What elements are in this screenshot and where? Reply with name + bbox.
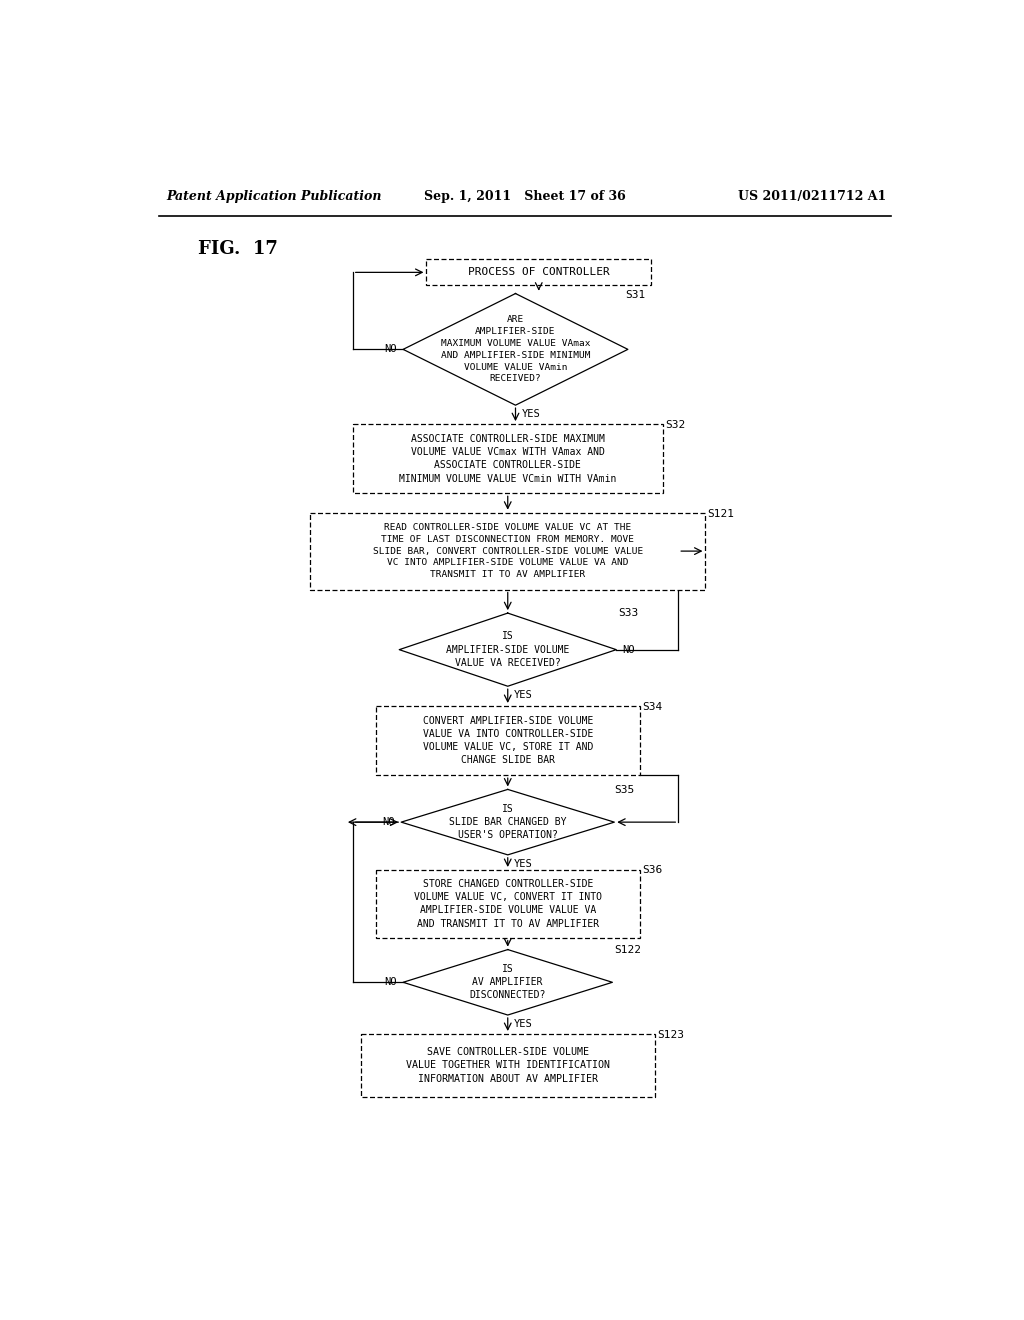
Bar <box>426 259 651 285</box>
Text: FIG.  17: FIG. 17 <box>198 240 278 259</box>
Text: READ CONTROLLER-SIDE VOLUME VALUE VC AT THE
TIME OF LAST DISCONNECTION FROM MEMO: READ CONTROLLER-SIDE VOLUME VALUE VC AT … <box>373 523 643 579</box>
Text: S122: S122 <box>614 945 642 954</box>
Text: SAVE CONTROLLER-SIDE VOLUME
VALUE TOGETHER WITH IDENTIFICATION
INFORMATION ABOUT: SAVE CONTROLLER-SIDE VOLUME VALUE TOGETH… <box>406 1047 609 1084</box>
Polygon shape <box>403 949 612 1015</box>
Text: S121: S121 <box>708 510 734 519</box>
Bar <box>352 424 663 494</box>
Text: NO: NO <box>384 345 397 354</box>
Text: S33: S33 <box>618 609 639 619</box>
Bar <box>376 870 640 937</box>
Text: ARE
AMPLIFIER-SIDE
MAXIMUM VOLUME VALUE VAmax
AND AMPLIFIER-SIDE MINIMUM
VOLUME : ARE AMPLIFIER-SIDE MAXIMUM VOLUME VALUE … <box>440 315 590 383</box>
Bar <box>376 706 640 775</box>
Text: Sep. 1, 2011   Sheet 17 of 36: Sep. 1, 2011 Sheet 17 of 36 <box>424 190 626 203</box>
Bar <box>360 1034 655 1097</box>
Text: IS
AV AMPLIFIER
DISCONNECTED?: IS AV AMPLIFIER DISCONNECTED? <box>470 964 546 1001</box>
Polygon shape <box>399 612 616 686</box>
Text: IS
AMPLIFIER-SIDE VOLUME
VALUE VA RECEIVED?: IS AMPLIFIER-SIDE VOLUME VALUE VA RECEIV… <box>446 631 569 668</box>
Text: S35: S35 <box>614 785 635 795</box>
Text: YES: YES <box>514 690 532 701</box>
Text: NO: NO <box>383 817 395 828</box>
Text: NO: NO <box>384 977 397 987</box>
Text: YES: YES <box>514 859 532 869</box>
Text: STORE CHANGED CONTROLLER-SIDE
VOLUME VALUE VC, CONVERT IT INTO
AMPLIFIER-SIDE VO: STORE CHANGED CONTROLLER-SIDE VOLUME VAL… <box>414 879 602 928</box>
Polygon shape <box>403 293 628 405</box>
Text: US 2011/0211712 A1: US 2011/0211712 A1 <box>737 190 886 203</box>
Text: S123: S123 <box>657 1030 684 1040</box>
Text: IS
SLIDE BAR CHANGED BY
USER'S OPERATION?: IS SLIDE BAR CHANGED BY USER'S OPERATION… <box>449 804 566 841</box>
Text: PROCESS OF CONTROLLER: PROCESS OF CONTROLLER <box>468 268 609 277</box>
Text: ASSOCIATE CONTROLLER-SIDE MAXIMUM
VOLUME VALUE VCmax WITH VAmax AND
ASSOCIATE CO: ASSOCIATE CONTROLLER-SIDE MAXIMUM VOLUME… <box>399 434 616 483</box>
Text: S36: S36 <box>642 865 663 875</box>
Text: YES: YES <box>521 409 541 420</box>
Text: NO: NO <box>623 644 635 655</box>
Text: Patent Application Publication: Patent Application Publication <box>167 190 382 203</box>
Text: S34: S34 <box>642 702 663 711</box>
Text: S32: S32 <box>665 420 685 430</box>
Polygon shape <box>401 789 614 855</box>
Bar <box>310 512 706 590</box>
Text: S31: S31 <box>626 290 646 301</box>
Text: YES: YES <box>514 1019 532 1030</box>
Text: CONVERT AMPLIFIER-SIDE VOLUME
VALUE VA INTO CONTROLLER-SIDE
VOLUME VALUE VC, STO: CONVERT AMPLIFIER-SIDE VOLUME VALUE VA I… <box>423 715 593 766</box>
